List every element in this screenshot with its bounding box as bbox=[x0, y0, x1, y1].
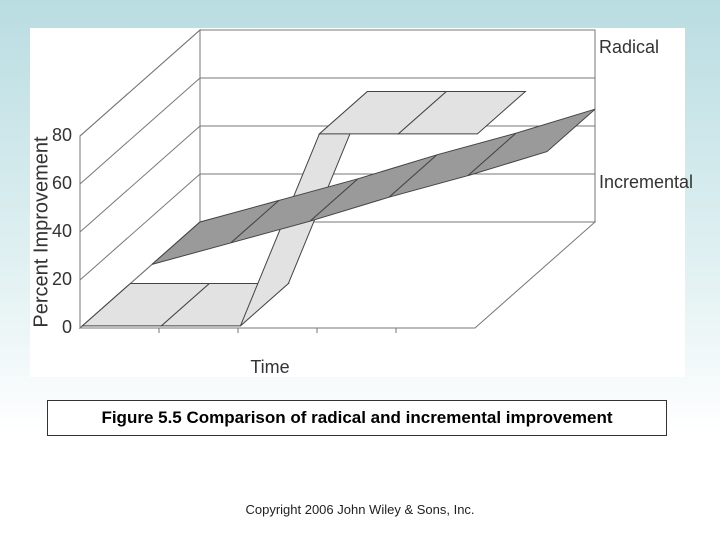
y-tick-label: 60 bbox=[52, 173, 72, 193]
grid-line bbox=[79, 29, 201, 137]
y-tick-label: 20 bbox=[52, 269, 72, 289]
ribbon-segment bbox=[397, 90, 527, 135]
grid-line bbox=[79, 77, 201, 185]
y-axis-title: Percent Improvement bbox=[30, 136, 52, 328]
ribbon-segment bbox=[467, 108, 596, 177]
grid-line bbox=[79, 125, 201, 233]
copyright: Copyright 2006 John Wiley & Sons, Inc. bbox=[245, 502, 475, 517]
y-tick-label: 40 bbox=[52, 221, 72, 241]
y-tick-label: 0 bbox=[62, 317, 72, 337]
legend-label: Radical bbox=[599, 37, 659, 57]
caption: Figure 5.5 Comparison of radical and inc… bbox=[47, 400, 667, 436]
y-tick-label: 80 bbox=[52, 125, 72, 145]
grid-line bbox=[79, 173, 201, 281]
x-axis-title: Time bbox=[250, 357, 289, 377]
legend-label: Incremental bbox=[599, 172, 693, 192]
